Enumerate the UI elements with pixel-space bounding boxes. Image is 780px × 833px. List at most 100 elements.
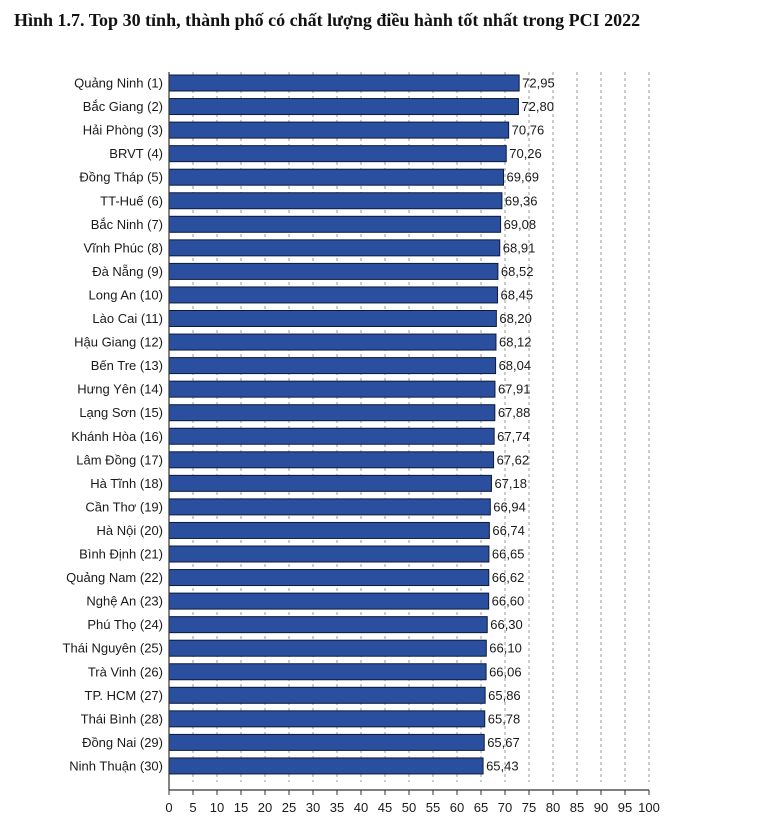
data-label: 70,76 [512, 123, 545, 138]
bar [168, 733, 485, 751]
bar [168, 663, 487, 681]
bar [168, 262, 499, 280]
x-tick-label: 15 [234, 800, 248, 815]
category-label: Quảng Ninh (1) [74, 76, 163, 91]
category-label: Đồng Nai (29) [82, 735, 163, 750]
category-label: Thái Bình (28) [81, 711, 163, 726]
data-label: 67,74 [497, 429, 530, 444]
bar [168, 474, 492, 492]
bar [168, 98, 519, 116]
x-tick-label: 55 [426, 800, 440, 815]
x-tick-label: 5 [189, 800, 196, 815]
bar [168, 592, 490, 610]
bar [168, 192, 503, 210]
x-tick-label: 85 [570, 800, 584, 815]
x-tick-label: 65 [474, 800, 488, 815]
bar [168, 286, 499, 304]
data-label: 68,12 [499, 335, 532, 350]
x-tick-label: 75 [522, 800, 536, 815]
category-label: Lâm Đồng (17) [76, 452, 163, 467]
data-label: 66,62 [492, 570, 525, 585]
gridlines [192, 72, 650, 782]
x-tick-label: 25 [282, 800, 296, 815]
bar [168, 333, 497, 351]
data-label: 68,45 [501, 287, 534, 302]
category-label: Quảng Nam (22) [66, 570, 163, 585]
x-tick-label: 35 [330, 800, 344, 815]
category-label: Hậu Giang (12) [74, 335, 163, 350]
data-label: 70,26 [509, 146, 542, 161]
bar [168, 357, 497, 375]
x-tick-label: 50 [402, 800, 416, 815]
data-label: 65,86 [488, 688, 521, 703]
bar [168, 215, 502, 233]
category-label: Hà Nội (20) [97, 523, 163, 538]
data-label: 66,60 [492, 594, 525, 609]
category-label: Hà Tĩnh (18) [90, 476, 163, 491]
bar [168, 498, 491, 516]
x-tick-label: 30 [306, 800, 320, 815]
data-label: 68,52 [501, 264, 534, 279]
category-label: TP. HCM (27) [85, 688, 164, 703]
data-label: 65,67 [487, 735, 520, 750]
bar [168, 427, 495, 445]
bar [168, 310, 497, 327]
bar [168, 686, 486, 704]
x-axis: 0 5 10 15 20 25 30 35 40 45 50 55 60 65 70 75 80 85 90 95 10… [165, 72, 660, 815]
x-tick-label: 80 [546, 800, 560, 815]
data-label: 66,65 [492, 547, 525, 562]
category-label: Long An (10) [89, 287, 163, 302]
category-label: Bình Định (21) [79, 547, 163, 562]
data-label: 65,43 [486, 758, 519, 773]
x-tick-label: 100 [638, 800, 660, 815]
bar [168, 404, 496, 422]
data-label: 65,78 [488, 711, 521, 726]
category-label: Thái Nguyên (25) [63, 641, 163, 656]
data-label: 69,08 [504, 217, 537, 232]
bar [168, 451, 495, 469]
bar [168, 757, 484, 775]
bar [168, 545, 490, 563]
bar [168, 145, 507, 163]
bars [168, 74, 520, 775]
x-tick-label: 45 [378, 800, 392, 815]
category-label: Trà Vinh (26) [88, 664, 163, 679]
category-label: Hải Phòng (3) [83, 123, 163, 138]
data-label: 66,94 [493, 499, 526, 514]
bar [168, 616, 488, 634]
x-tick-label: 20 [258, 800, 272, 815]
data-label: 66,06 [489, 664, 522, 679]
data-label: 72,80 [521, 99, 554, 114]
x-tick-label: 40 [354, 800, 368, 815]
category-label: BRVT (4) [109, 146, 163, 161]
chart-title: Hình 1.7. Top 30 tỉnh, thành phố có chất… [14, 10, 641, 30]
bar [168, 710, 486, 728]
data-label: 67,91 [498, 382, 531, 397]
data-label: 67,88 [498, 405, 531, 420]
category-label: Bến Tre (13) [91, 358, 163, 373]
category-labels: Quảng Ninh (1) Bắc Giang (2) Hải Phòng (3)… [63, 76, 163, 774]
category-label: Ninh Thuận (30) [69, 758, 163, 773]
bar [168, 74, 520, 92]
x-tick-label: 70 [498, 800, 512, 815]
category-label: Vĩnh Phúc (8) [84, 240, 164, 255]
bar [168, 521, 490, 539]
category-label: Bắc Giang (2) [83, 99, 163, 114]
data-label: 66,30 [490, 617, 523, 632]
category-label: Hưng Yên (14) [77, 382, 163, 397]
bar [168, 569, 490, 587]
category-label: Phú Thọ (24) [87, 617, 163, 632]
category-label: Nghệ An (23) [86, 594, 163, 609]
category-label: Lạng Sơn (15) [79, 405, 163, 420]
data-label: 68,04 [499, 358, 532, 373]
data-label: 68,20 [499, 311, 532, 326]
category-label: Đồng Tháp (5) [79, 170, 163, 185]
data-label: 69,36 [505, 193, 538, 208]
bar [168, 239, 501, 257]
data-label: 67,18 [494, 476, 527, 491]
bar [168, 380, 496, 398]
x-tick-label: 90 [594, 800, 608, 815]
x-tick-label: 95 [618, 800, 632, 815]
category-label: Bắc Ninh (7) [91, 217, 163, 232]
